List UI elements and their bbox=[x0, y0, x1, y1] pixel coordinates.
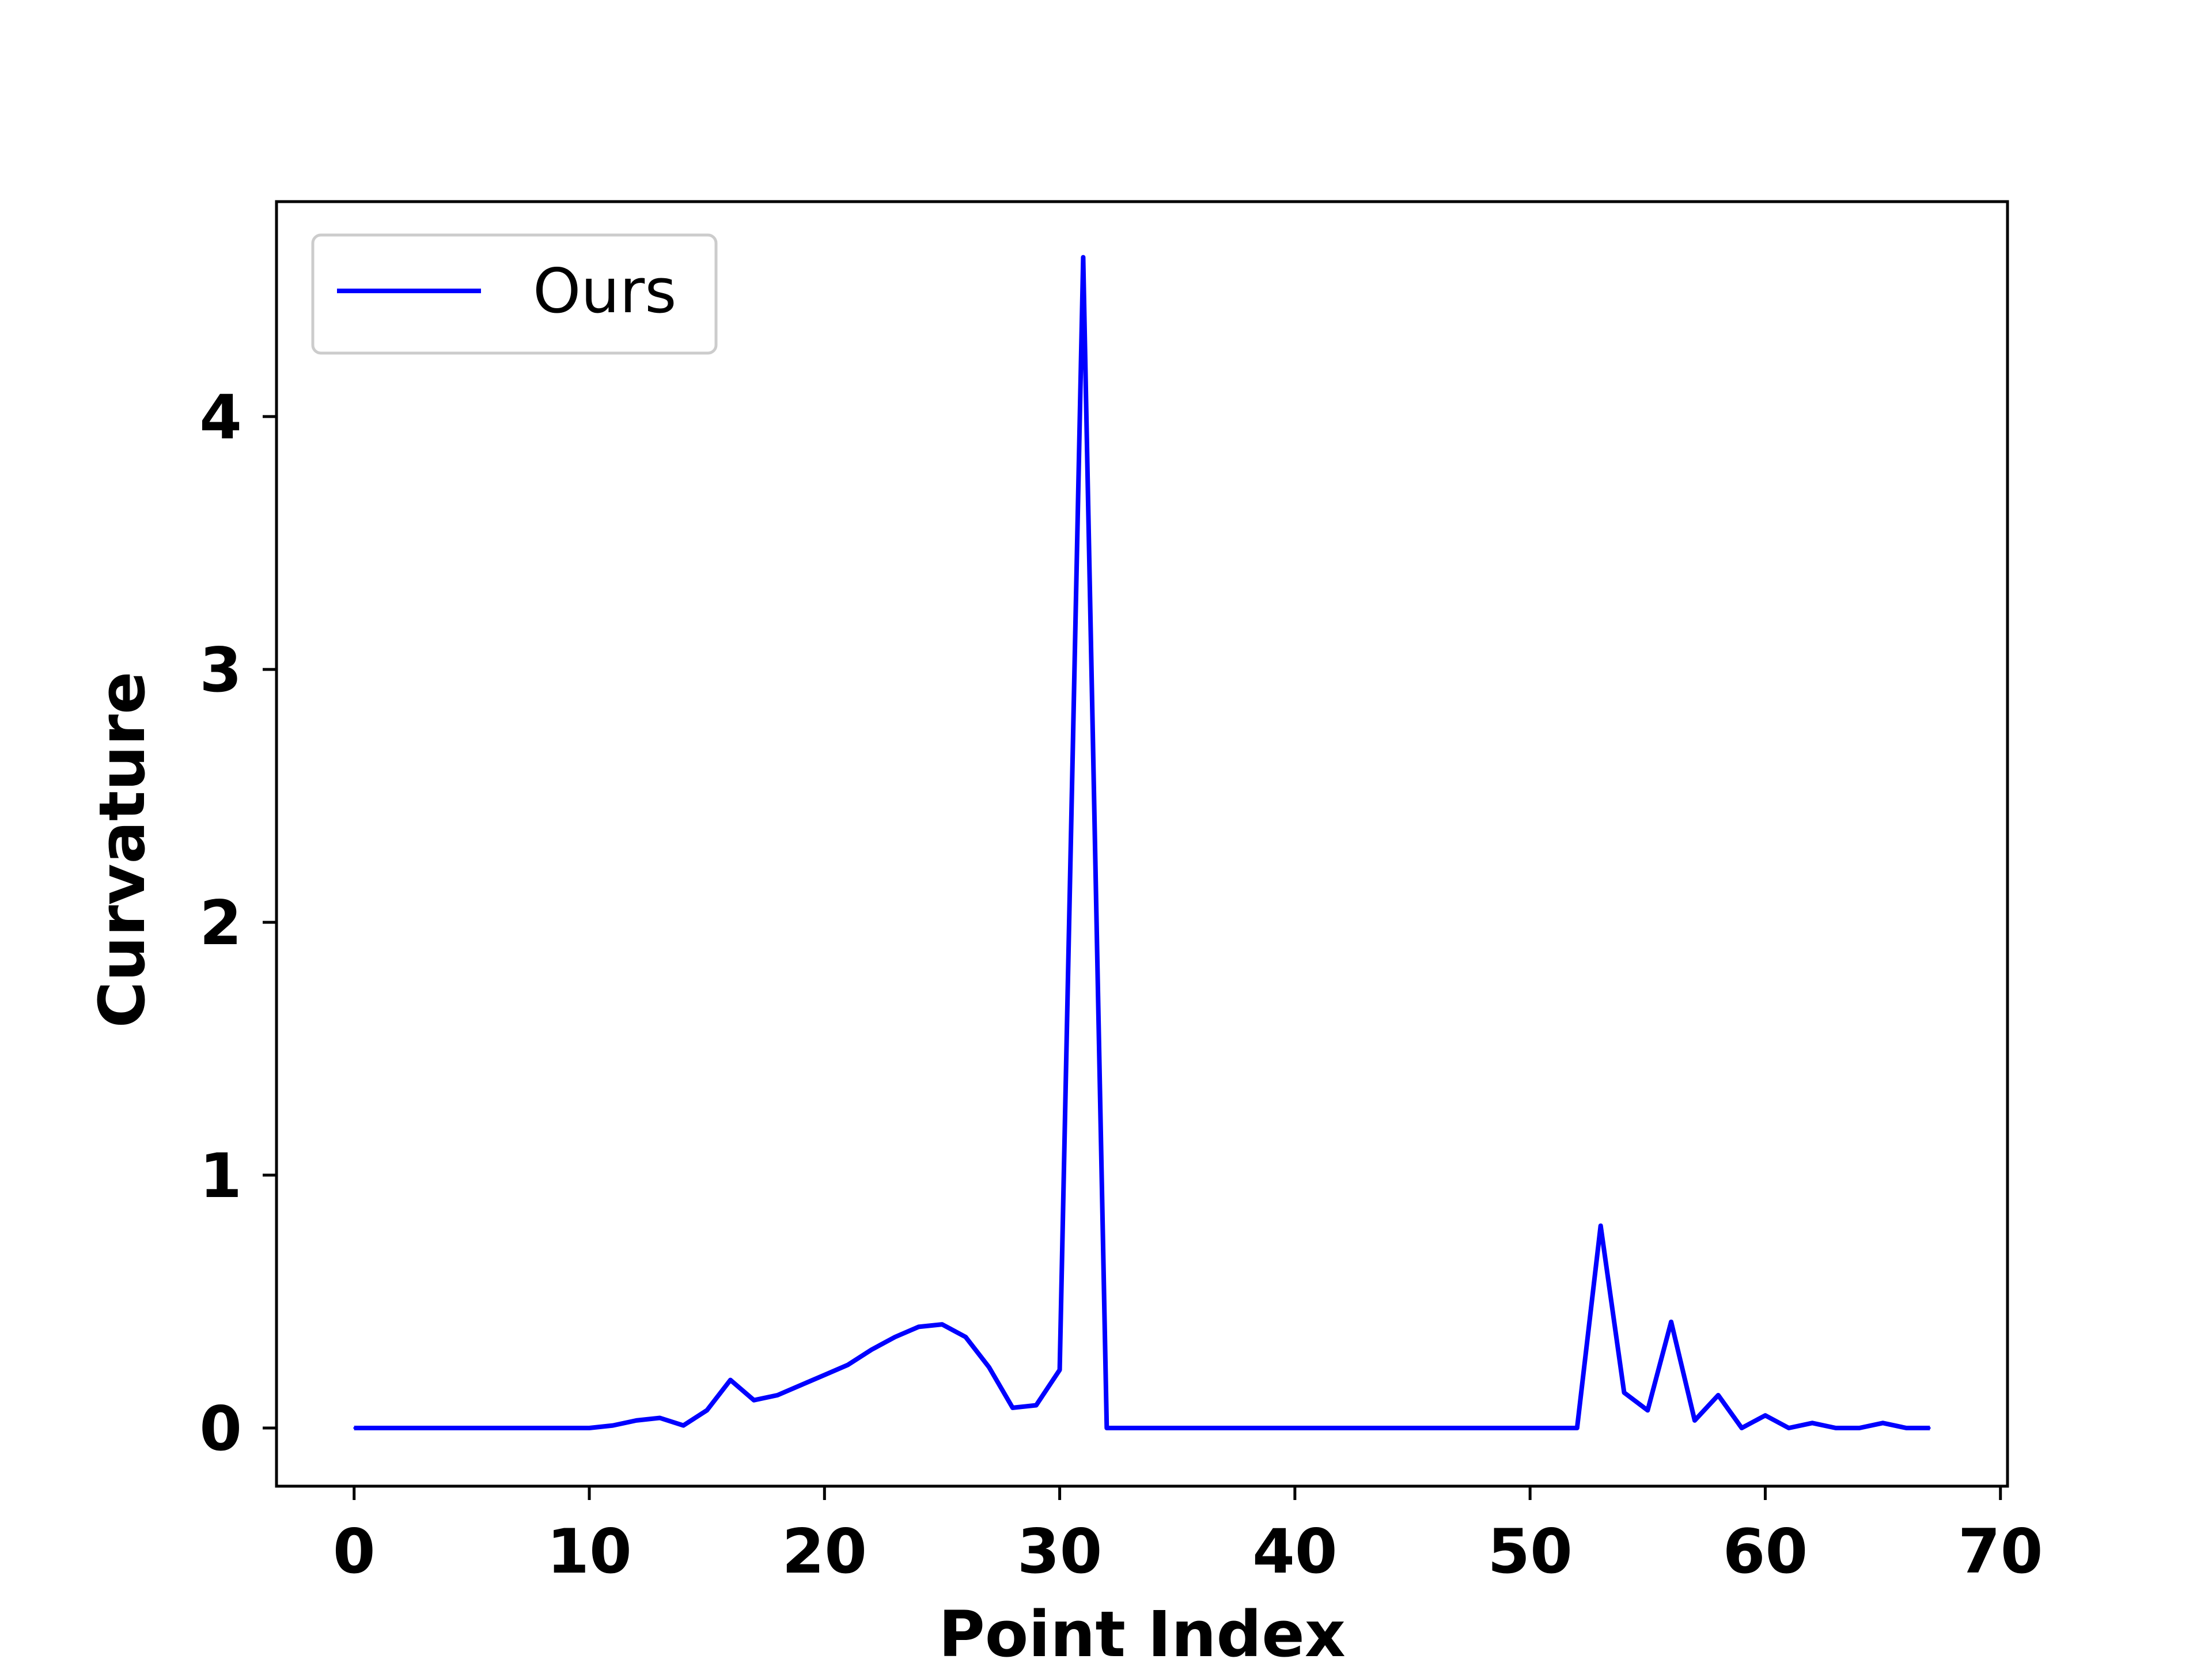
legend-box bbox=[311, 233, 718, 355]
data-point bbox=[1035, 1404, 1037, 1407]
data-point bbox=[1129, 1427, 1131, 1429]
data-point bbox=[400, 1427, 402, 1429]
data-point bbox=[1811, 1422, 1813, 1424]
data-point bbox=[777, 1394, 779, 1396]
series-line-ours bbox=[354, 255, 1930, 1430]
data-point bbox=[353, 1427, 355, 1429]
data-point bbox=[588, 1427, 590, 1429]
data-point bbox=[1411, 1427, 1414, 1429]
data-point bbox=[894, 1336, 896, 1338]
data-point bbox=[918, 1325, 920, 1328]
data-point bbox=[377, 1427, 379, 1429]
data-point bbox=[1341, 1427, 1343, 1429]
data-point bbox=[1905, 1427, 1907, 1429]
data-point bbox=[1835, 1427, 1837, 1429]
data-point bbox=[1364, 1427, 1366, 1429]
data-point bbox=[847, 1363, 849, 1366]
data-point bbox=[800, 1384, 802, 1386]
data-point bbox=[941, 1323, 943, 1325]
data-point bbox=[729, 1379, 732, 1381]
y-axis-title: Curvature bbox=[85, 672, 159, 1028]
series-layer bbox=[353, 255, 1931, 1430]
x-axis-title: Point Index bbox=[938, 1597, 1346, 1659]
x-tick-label: 60 bbox=[1723, 1516, 1808, 1587]
y-tick-label: 0 bbox=[199, 1393, 242, 1464]
data-point bbox=[1576, 1427, 1578, 1429]
data-point bbox=[1294, 1427, 1296, 1429]
data-point bbox=[659, 1416, 661, 1419]
data-point bbox=[1764, 1414, 1766, 1416]
x-axis: 0 10 20 30 40 50 60 70 bbox=[333, 1486, 2043, 1587]
data-point bbox=[870, 1349, 873, 1351]
y-tick-label: 4 bbox=[199, 382, 242, 453]
legend: Ours bbox=[311, 233, 718, 355]
data-point bbox=[1270, 1427, 1272, 1429]
data-point bbox=[1717, 1394, 1719, 1396]
data-point bbox=[471, 1427, 473, 1429]
data-point bbox=[1929, 1427, 1931, 1429]
data-point bbox=[447, 1427, 449, 1429]
data-point bbox=[423, 1427, 426, 1429]
data-point bbox=[1787, 1427, 1790, 1429]
y-tick-label: 2 bbox=[199, 888, 242, 959]
data-point bbox=[1247, 1427, 1249, 1429]
data-point bbox=[1670, 1321, 1672, 1323]
axes-frame bbox=[275, 200, 2009, 1488]
data-point bbox=[1882, 1422, 1884, 1424]
data-point bbox=[612, 1425, 614, 1427]
x-tick-label: 40 bbox=[1252, 1516, 1338, 1587]
x-tick-label: 20 bbox=[782, 1516, 868, 1587]
data-point bbox=[1105, 1427, 1108, 1429]
data-point bbox=[1646, 1409, 1649, 1411]
y-tick-label: 3 bbox=[199, 635, 242, 706]
data-point bbox=[1529, 1427, 1531, 1429]
data-point bbox=[682, 1425, 684, 1427]
data-point bbox=[1600, 1225, 1602, 1227]
data-point bbox=[1552, 1427, 1555, 1429]
x-tick-label: 30 bbox=[1017, 1516, 1103, 1587]
x-tick-label: 10 bbox=[547, 1516, 632, 1587]
data-point bbox=[706, 1409, 708, 1411]
data-point bbox=[1623, 1392, 1625, 1394]
data-point bbox=[518, 1427, 520, 1429]
data-point bbox=[1388, 1427, 1390, 1429]
data-point bbox=[1694, 1419, 1696, 1422]
data-point bbox=[1435, 1427, 1437, 1429]
data-point bbox=[1858, 1427, 1861, 1429]
data-point bbox=[1317, 1427, 1320, 1429]
data-point bbox=[565, 1427, 567, 1429]
plot-area bbox=[275, 200, 2009, 1488]
data-point bbox=[1082, 256, 1084, 259]
data-point bbox=[494, 1427, 497, 1429]
data-point bbox=[1482, 1427, 1484, 1429]
data-point bbox=[988, 1366, 990, 1369]
data-point bbox=[1505, 1427, 1508, 1429]
legend-label-ours: Ours bbox=[533, 256, 676, 327]
data-point bbox=[964, 1336, 967, 1338]
data-point bbox=[1223, 1427, 1225, 1429]
data-point bbox=[1459, 1427, 1461, 1429]
y-tick-label: 1 bbox=[199, 1141, 242, 1211]
x-tick-label: 50 bbox=[1487, 1516, 1573, 1587]
data-point bbox=[541, 1427, 543, 1429]
x-tick-label: 70 bbox=[1958, 1516, 2043, 1587]
data-point bbox=[1012, 1407, 1014, 1409]
data-point bbox=[1176, 1427, 1179, 1429]
x-tick-label: 0 bbox=[333, 1516, 376, 1587]
data-point bbox=[823, 1374, 825, 1376]
y-axis: 0 1 2 3 4 bbox=[199, 382, 276, 1464]
data-point bbox=[1059, 1369, 1061, 1371]
data-point bbox=[1153, 1427, 1155, 1429]
data-point bbox=[1200, 1427, 1202, 1429]
data-point bbox=[635, 1419, 638, 1422]
data-point bbox=[1741, 1427, 1743, 1429]
data-point bbox=[753, 1399, 755, 1402]
